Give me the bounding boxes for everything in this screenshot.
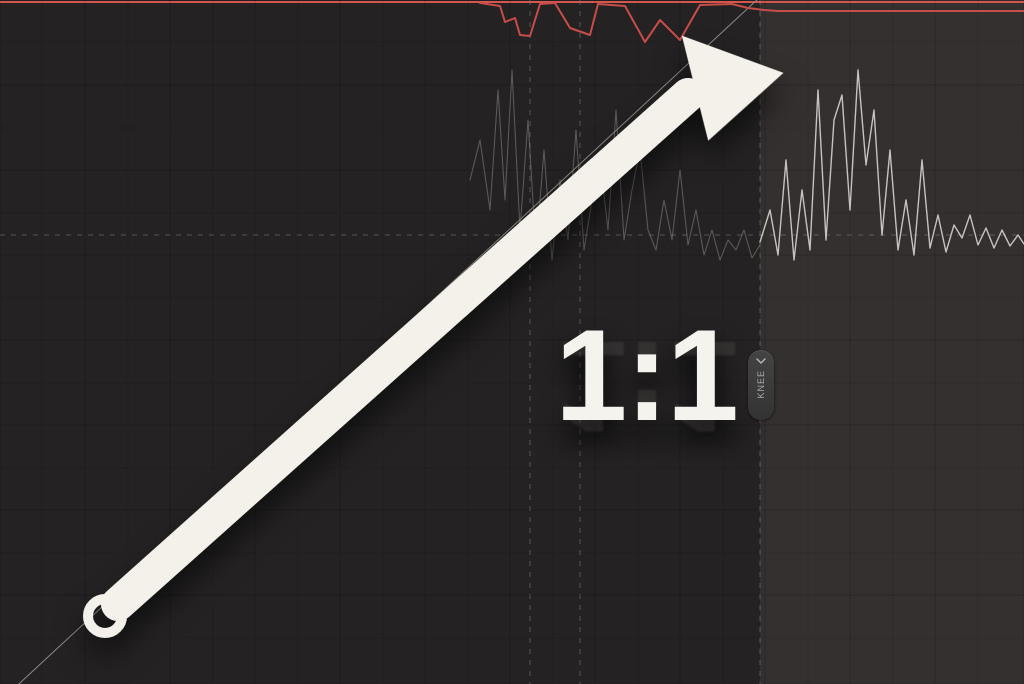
graph-bg-right xyxy=(760,0,1024,684)
knee-slider[interactable]: KNEE xyxy=(748,350,774,420)
graph-svg xyxy=(0,0,1024,684)
ratio-label-reflection: 1:1 xyxy=(555,322,737,452)
knee-slider-label: KNEE xyxy=(756,370,766,399)
chevron-down-icon xyxy=(756,356,766,366)
compressor-graph-viewport: 1:1 1:1 KNEE xyxy=(0,0,1024,684)
